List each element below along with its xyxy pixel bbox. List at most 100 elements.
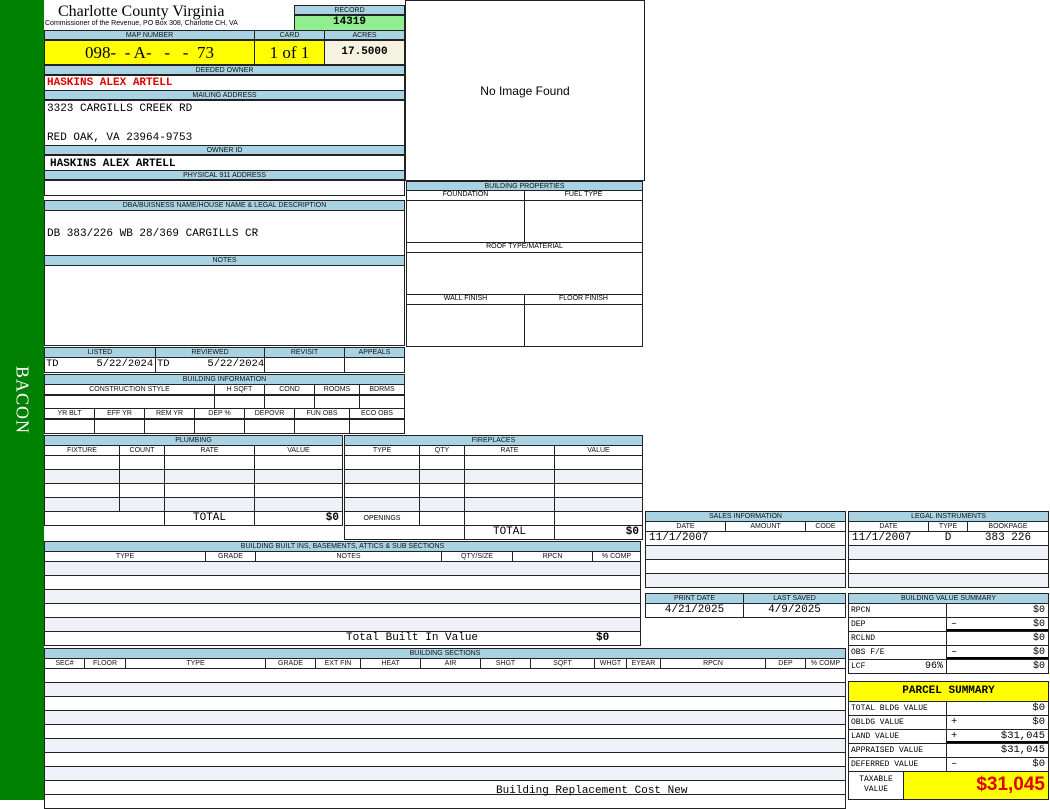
- map-number-label: MAP NUMBER: [44, 30, 255, 40]
- owner-id-label: OWNER ID: [44, 145, 405, 155]
- plumbing-cell: [44, 483, 120, 498]
- building-sections-row: [44, 682, 846, 697]
- legal-cell: 383 226: [984, 532, 1032, 544]
- card-value: 1 of 1: [254, 40, 325, 65]
- parcel-row-label: DEFERRED VALUE: [848, 757, 947, 772]
- county-title: Charlotte County Virginia: [58, 3, 225, 20]
- record-label: RECORD: [294, 5, 405, 15]
- building-info-cell: [194, 419, 245, 434]
- value-summary-row-value: $0: [946, 631, 1049, 646]
- plumbing-cell: [254, 469, 343, 484]
- sign: +: [951, 730, 958, 742]
- building-sections-row: [44, 766, 846, 781]
- sidebar: BACON: [0, 0, 44, 800]
- fireplace-cell: [419, 483, 465, 498]
- parcel-row-value: $0: [946, 701, 1049, 716]
- building-sections-row: [44, 668, 846, 683]
- value-summary-row-label: LCF 96%: [848, 659, 947, 674]
- listed-value: TD 5/22/2024: [44, 357, 156, 373]
- last-saved-value: 4/9/2025: [743, 603, 846, 618]
- notes-value[interactable]: [44, 265, 405, 346]
- value-summary-row-value: $0: [946, 659, 1049, 674]
- built-ins-row: [44, 603, 641, 618]
- reviewed-value: TD 5/22/2024: [155, 357, 265, 373]
- building-info-cell: [264, 395, 315, 409]
- built-ins-total-label: Total Built In Value: [346, 632, 479, 644]
- building-info-cell: [294, 419, 350, 434]
- fireplace-cell: [554, 469, 643, 484]
- building-info-cell: [44, 395, 215, 409]
- parcel-summary-label: PARCEL SUMMARY: [848, 681, 1049, 702]
- sidebar-label: BACON: [12, 365, 33, 435]
- plumbing-cell: [254, 497, 343, 512]
- built-ins-row: [44, 617, 641, 632]
- divider: [406, 304, 643, 305]
- address-line-1: 3323 CARGILLS CREEK RD: [47, 103, 193, 115]
- building-info-header: DEP %: [194, 408, 245, 419]
- building-info-cell: [214, 395, 265, 409]
- legal-row: [848, 545, 1049, 560]
- fireplace-cell: [419, 511, 465, 526]
- building-info-cell: [244, 419, 295, 434]
- plumbing-cell: [119, 469, 165, 484]
- fireplace-cell: [419, 497, 465, 512]
- plumbing-cell: [164, 455, 255, 470]
- parcel-row-label: APPRAISED VALUE: [848, 743, 947, 758]
- card-label: CARD: [254, 30, 325, 40]
- legal-row: [848, 559, 1049, 574]
- building-info-header: EFF YR: [94, 408, 145, 419]
- building-info-cell: [94, 419, 145, 434]
- taxable-value-label: TAXABLE VALUE: [848, 771, 904, 800]
- map-number-value: 098- - A- - - 73: [44, 40, 255, 65]
- fireplace-cell: [419, 469, 465, 484]
- value-summary-row-label: OBS F/E: [848, 645, 947, 660]
- value-summary-row-value: $0–: [946, 645, 1049, 660]
- fireplace-cell: [344, 483, 420, 498]
- parcel-row-value: $31,045 +: [946, 729, 1049, 744]
- plumbing-cell: [44, 497, 120, 512]
- no-image-text: No Image Found: [480, 83, 570, 98]
- building-info-header: FUN OBS: [294, 408, 350, 419]
- fireplace-total-label: TOTAL: [464, 525, 555, 540]
- plumbing-cell: [44, 455, 120, 470]
- plumbing-cell: [119, 455, 165, 470]
- physical-address-value: [44, 180, 405, 196]
- mailing-address: 3323 CARGILLS CREEK RD RED OAK, VA 23964…: [44, 100, 405, 146]
- building-info-cell: [349, 419, 405, 434]
- fireplace-cell: [554, 483, 643, 498]
- building-sections-row: [44, 710, 846, 725]
- building-info-header: CONSTRUCTION STYLE: [44, 384, 215, 395]
- plumbing-cell: [164, 497, 255, 512]
- plumbing-cell: [254, 455, 343, 470]
- legal-cell: D: [944, 532, 952, 544]
- sales-cell: [729, 532, 806, 545]
- foundation-label: FOUNDATION: [406, 190, 525, 243]
- fireplace-total-value: $0: [554, 525, 643, 540]
- deeded-owner-label: DEEDED OWNER: [44, 65, 405, 75]
- building-info-cell: [314, 395, 360, 409]
- fireplace-cell: [464, 469, 555, 484]
- building-sections-row: [44, 724, 846, 739]
- divider: [406, 200, 643, 201]
- plumbing-total-label: TOTAL: [164, 511, 255, 526]
- fireplace-cell: [554, 455, 643, 470]
- built-ins-row: [44, 589, 641, 604]
- building-info-header: COND: [264, 384, 315, 395]
- divider: [406, 252, 643, 253]
- value-summary-row-label: RPCN: [848, 603, 947, 618]
- wall-finish-label: WALL FINISH: [406, 294, 525, 347]
- parcel-row-value: $31,045: [946, 743, 1049, 758]
- sign: –: [951, 619, 958, 630]
- value-summary-row-label: RCLND: [848, 631, 947, 646]
- building-info-cell: [44, 419, 95, 434]
- building-info-header: H SQFT: [214, 384, 265, 395]
- value-summary-row-label: DEP: [848, 617, 947, 632]
- sales-row: [645, 573, 846, 588]
- parcel-row-value: $0 +: [946, 715, 1049, 730]
- plumbing-cell: [119, 483, 165, 498]
- legal-cell: 11/1/2007: [852, 532, 912, 544]
- property-image: No Image Found: [405, 0, 645, 181]
- print-date-value: 4/21/2025: [645, 603, 744, 618]
- plumbing-cell: [119, 497, 165, 512]
- plumbing-cell: [44, 469, 120, 484]
